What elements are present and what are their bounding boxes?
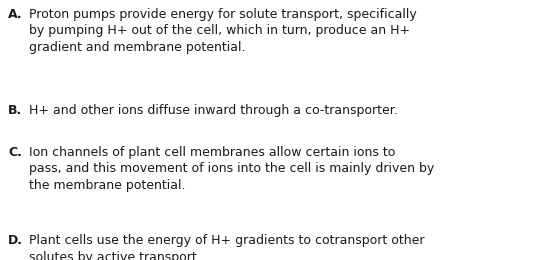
Text: Proton pumps provide energy for solute transport, specifically
by pumping H+ out: Proton pumps provide energy for solute t… bbox=[29, 8, 416, 54]
Text: Plant cells use the energy of H+ gradients to cotransport other
solutes by activ: Plant cells use the energy of H+ gradien… bbox=[29, 234, 424, 260]
Text: Ion channels of plant cell membranes allow certain ions to
pass, and this moveme: Ion channels of plant cell membranes all… bbox=[29, 146, 434, 192]
Text: D.: D. bbox=[8, 234, 23, 247]
Text: H+ and other ions diffuse inward through a co-transporter.: H+ and other ions diffuse inward through… bbox=[29, 104, 397, 117]
Text: C.: C. bbox=[8, 146, 22, 159]
Text: B.: B. bbox=[8, 104, 22, 117]
Text: A.: A. bbox=[8, 8, 23, 21]
